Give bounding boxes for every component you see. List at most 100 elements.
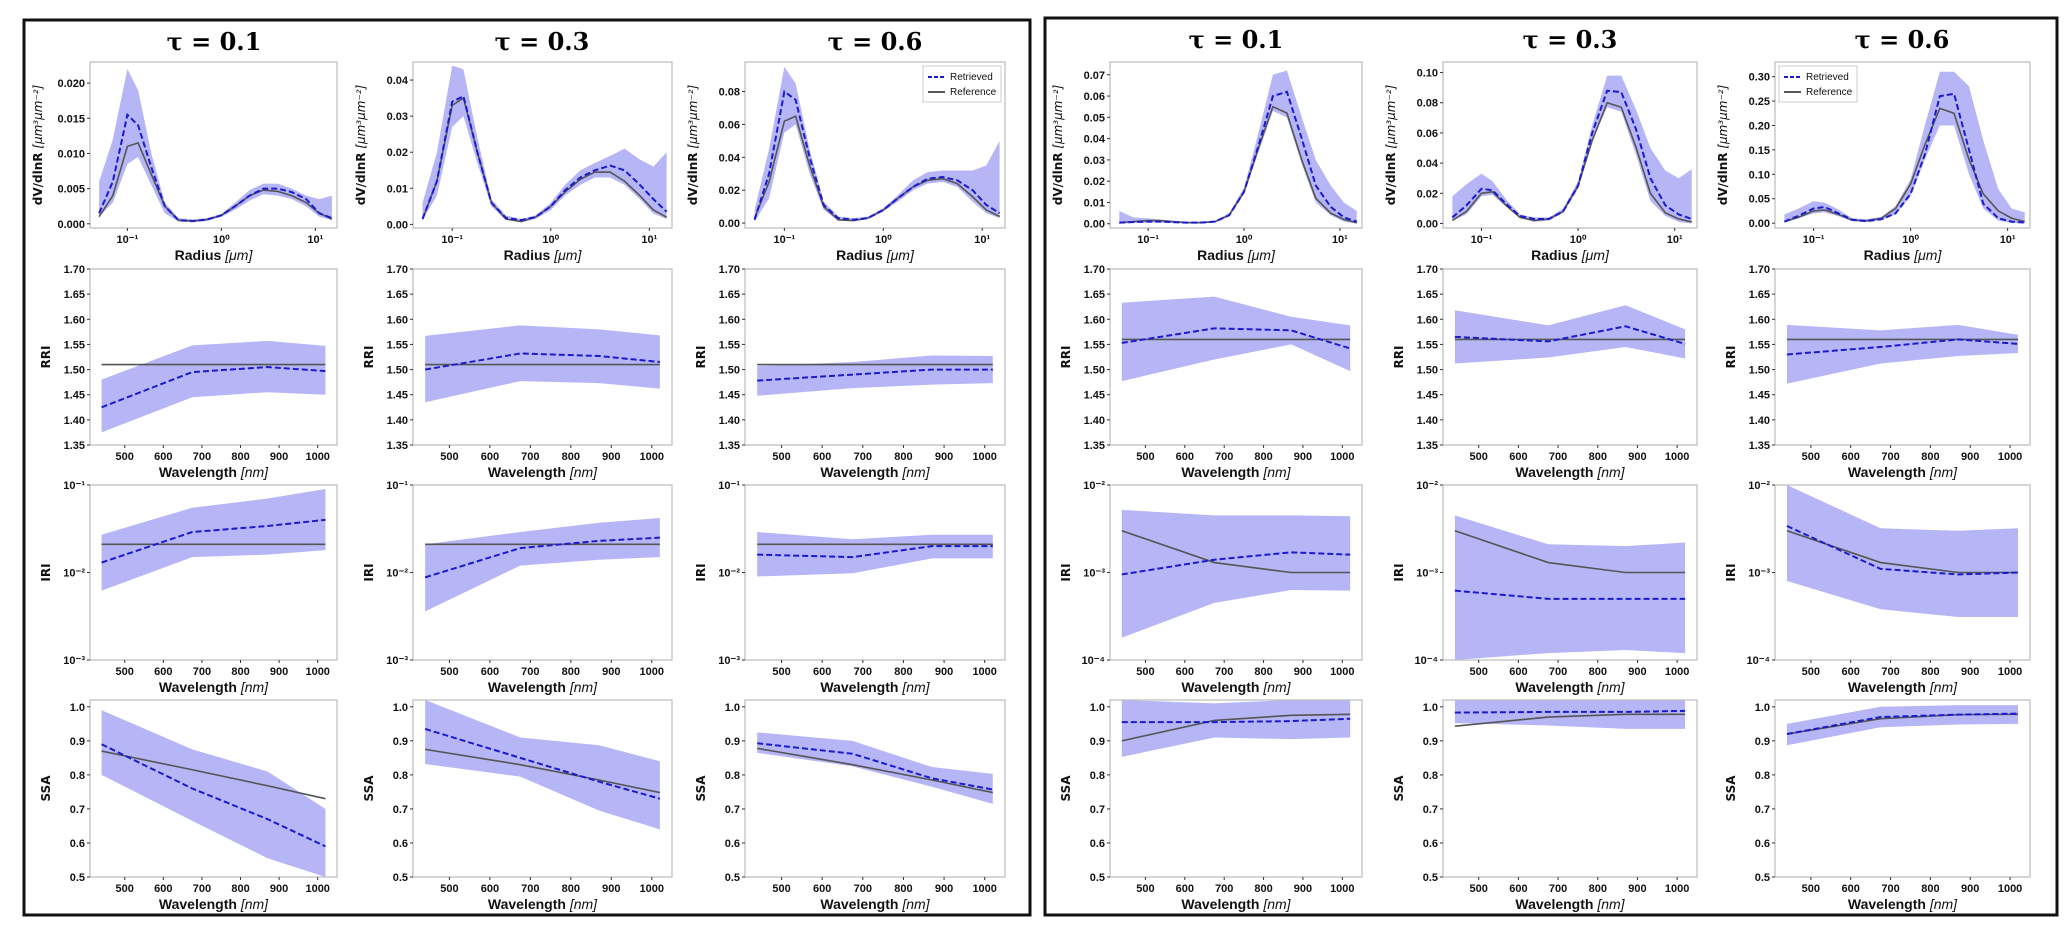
x-axis-label: Wavelength [nm] [1515,679,1625,695]
x-tick-label: 700 [193,451,211,463]
x-tick-label: 900 [1294,883,1312,895]
y-tick-label: 1.65 [1749,289,1770,301]
x-tick-label: 600 [481,451,499,463]
x-axis-unit: [nm] [569,896,598,912]
x-tick-label: 900 [602,666,620,678]
reference-line [1454,529,1686,574]
axes-frame [1442,61,1698,229]
retrieved-line [1784,92,2025,224]
x-axis-unit: [nm] [1262,896,1291,912]
retrieved-line [424,352,660,371]
subplot: 500 600 700 800 900 1000 0.5 0.6 0.7 0.8 0.9 1.0 Wav… [39,699,338,912]
x-tick-label: 700 [1881,883,1899,895]
plot-area [421,65,668,223]
y-tick-label: 0.9 [1423,736,1438,748]
x-tick-label: 1000 [1998,451,2022,463]
x-tick-label: 800 [894,883,912,895]
y-tick-label: 0.02 [387,147,408,159]
y-tick-label: 0.5 [725,872,740,884]
y-tick-label: 1.70 [719,264,740,276]
subplot: 500 600 700 800 900 1000 0.5 0.6 0.7 0.8 0.9 1.0 Wav… [362,699,673,912]
retrieved-line [1451,89,1693,220]
y-tick-label: 0.9 [393,736,408,748]
x-tick-label: 10¹ [1667,234,1683,246]
x-tick-label: 1000 [640,451,664,463]
y-tick-label: 1.45 [1417,390,1438,402]
plot-area [757,732,993,804]
y-axis-unit: [μm³μm⁻²] [686,84,700,152]
y-tick-label: 1.50 [387,365,408,377]
x-tick-label: 600 [154,666,172,678]
y-tick-label: 1.35 [1084,440,1105,452]
y-axis-label: RRI [694,346,708,369]
y-tick-label: 1.35 [1749,440,1770,452]
reference-line [1121,529,1351,574]
x-axis-label: Wavelength [nm] [159,679,269,695]
y-tick-label: 0.8 [1090,770,1105,782]
legend-reference-label: Reference [950,87,997,98]
y-axis-label-text: dV/dlnR [1384,153,1398,206]
x-axis-label: Wavelength [nm] [488,464,598,480]
x-axis-unit: [nm] [240,464,269,480]
x-axis-label: Wavelength [nm] [488,679,598,695]
y-tick-label: 0.6 [1090,838,1105,850]
y-tick-label: 10⁻³ [1083,568,1105,580]
subplot: 500 600 700 800 900 1000 1.35 1.40 1.45 1.50 1.55 1… [1392,264,1698,480]
y-axis-label-text: IRI [362,563,376,581]
y-tick-label: 1.50 [1749,365,1770,377]
y-tick-label: 1.35 [64,440,85,452]
y-tick-label: 0.04 [1084,134,1106,146]
y-tick-label: 1.65 [1084,289,1105,301]
reference-line [753,115,1000,222]
y-tick-label: 0.9 [725,736,740,748]
x-axis-label-text: Wavelength [159,464,241,480]
y-tick-label: 0.05 [1084,112,1105,124]
x-tick-label: 900 [935,883,953,895]
y-axis-label: RRI [1724,346,1738,369]
x-tick-label: 800 [1589,451,1607,463]
y-tick-label: 0.04 [387,75,409,87]
x-axis-label-text: Wavelength [1515,679,1597,695]
y-axis-label: dV/dlnR [μm³μm⁻²] [686,84,700,205]
x-tick-label: 600 [1509,451,1527,463]
plot-area [424,325,660,403]
x-tick-label: 500 [772,883,790,895]
y-tick-label: 1.50 [1084,365,1105,377]
x-axis-unit: [nm] [901,464,930,480]
y-tick-label: 1.55 [1084,339,1105,351]
x-tick-label: 1000 [972,666,996,678]
x-tick-label: 500 [1136,666,1154,678]
subplot: 10⁻¹ 10⁰ 10¹ 0.00 0.02 0.04 0.06 0.08 0.10 Radius… [1384,61,1698,263]
y-tick-label: 10⁻³ [63,655,85,667]
x-tick-label: 10¹ [974,234,990,246]
x-tick-label: 700 [854,451,872,463]
x-tick-label: 600 [481,883,499,895]
y-tick-label: 0.020 [57,78,85,90]
y-axis-unit: [μm³μm⁻²] [1384,84,1398,152]
x-tick-label: 700 [1215,666,1233,678]
y-axis-label-text: SSA [362,775,376,802]
y-axis-label-text: RRI [1059,346,1073,369]
plot-area [1786,324,2019,384]
y-axis-label-text: dV/dlnR [686,153,700,206]
y-axis-label: SSA [1724,775,1738,802]
axes-frame [412,268,673,446]
uncertainty-band [1786,324,2019,384]
x-axis-label-text: Radius [1531,247,1582,263]
x-tick-label: 700 [521,883,539,895]
y-axis-label: IRI [362,563,376,581]
y-tick-label: 1.60 [1084,314,1105,326]
plot-area [757,355,993,396]
y-axis-label: dV/dlnR [μm³μm⁻²] [354,84,368,205]
retrieved-line [1786,712,2019,736]
subplot: 500 600 700 800 900 1000 1.35 1.40 1.45 1.50 1.55 1… [1059,264,1363,480]
retrieved-line [421,94,668,222]
panel-title: τ = 0.6 [1855,25,1950,54]
y-tick-label: 0.06 [1084,91,1105,103]
y-axis-label-text: SSA [39,775,53,802]
x-axis-label: Wavelength [nm] [1181,679,1291,695]
y-tick-label: 10⁻¹ [386,480,408,492]
y-tick-label: 0.5 [393,872,408,884]
y-tick-label: 0.05 [1749,194,1770,206]
